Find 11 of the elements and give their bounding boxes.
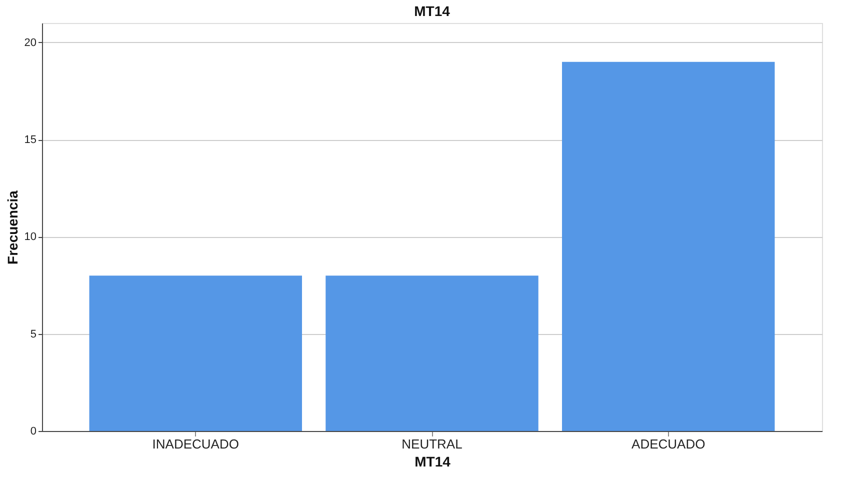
x-tick-label: ADECUADO [632,436,706,452]
y-tick-label: 15 [24,134,36,146]
x-tick-label: NEUTRAL [402,436,462,452]
y-tick-label: 0 [30,426,36,438]
y-tick-label: 20 [24,36,36,49]
x-axis-title: MT14 [414,454,451,470]
x-tick-label: INADECUADO [152,436,239,452]
y-axis-title: Frecuencia [4,190,20,264]
y-tick-label: 5 [30,328,36,340]
chart-title: MT14 [414,3,450,19]
y-tick-label: 10 [24,231,36,244]
